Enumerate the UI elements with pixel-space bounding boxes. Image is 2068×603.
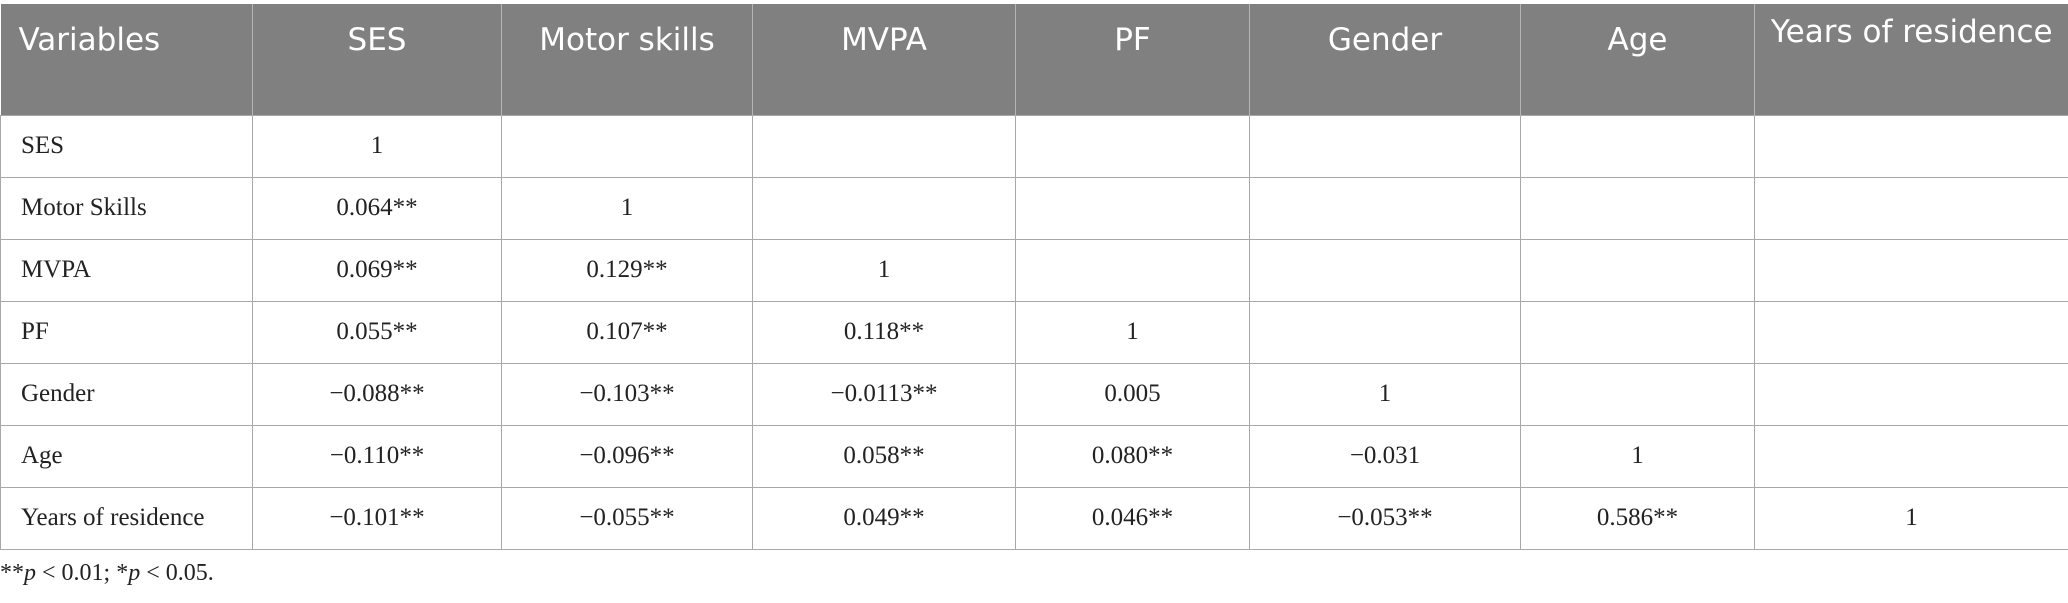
table-cell: 1 xyxy=(1015,300,1250,364)
table-cell: 1 xyxy=(752,238,1016,302)
table-row: Years of residence −0.101** −0.055** 0.0… xyxy=(0,486,2068,550)
table-cell: 0.129** xyxy=(501,238,753,302)
table-row: MVPA 0.069** 0.129** 1 xyxy=(0,238,2068,302)
table-cell xyxy=(752,114,1016,178)
table-cell: −0.088** xyxy=(252,362,502,426)
table-cell xyxy=(1520,362,1755,426)
table-cell: 0.069** xyxy=(252,238,502,302)
table-cell: 0.118** xyxy=(752,300,1016,364)
table-cell: 1 xyxy=(501,176,753,240)
header-age: Age xyxy=(1520,4,1755,115)
table-cell xyxy=(1754,424,2068,488)
table-row: SES 1 xyxy=(0,114,2068,178)
table-cell: 0.055** xyxy=(252,300,502,364)
row-label: MVPA xyxy=(0,238,253,302)
table-cell: 1 xyxy=(252,114,502,178)
table-cell: 0.005 xyxy=(1015,362,1250,426)
table-cell: 0.049** xyxy=(752,486,1016,550)
table-cell xyxy=(1754,362,2068,426)
table-cell: 0.586** xyxy=(1520,486,1755,550)
table-cell: 0.058** xyxy=(752,424,1016,488)
table-cell: −0.0113** xyxy=(752,362,1016,426)
header-variables: Variables xyxy=(0,4,253,115)
footnote-single-star: * xyxy=(116,560,129,586)
header-row: Variables SES Motor skills MVPA PF Gende… xyxy=(0,4,2068,115)
table-cell xyxy=(1754,176,2068,240)
table-footnote: **p < 0.01; *p < 0.05. xyxy=(0,560,214,587)
correlation-table: Variables SES Motor skills MVPA PF Gende… xyxy=(0,4,2068,550)
footnote-threshold-2: < 0.05. xyxy=(140,560,214,586)
table-cell: 1 xyxy=(1520,424,1755,488)
table-cell xyxy=(1249,238,1521,302)
row-label: Motor Skills xyxy=(0,176,253,240)
table-cell xyxy=(1754,238,2068,302)
row-label: PF xyxy=(0,300,253,364)
table-cell: 0.046** xyxy=(1015,486,1250,550)
table-cell xyxy=(1249,114,1521,178)
header-ses: SES xyxy=(252,4,502,115)
table-cell: −0.031 xyxy=(1249,424,1521,488)
table-cell xyxy=(1520,238,1755,302)
table-cell xyxy=(1520,114,1755,178)
footnote-p-symbol: p xyxy=(128,560,141,586)
table-cell: −0.110** xyxy=(252,424,502,488)
footnote-threshold-1: < 0.01; xyxy=(36,560,117,586)
table-row: Gender −0.088** −0.103** −0.0113** 0.005… xyxy=(0,362,2068,426)
table-cell xyxy=(1015,114,1250,178)
table-cell: −0.103** xyxy=(501,362,753,426)
table-cell xyxy=(1015,238,1250,302)
row-label: Years of residence xyxy=(0,486,253,550)
row-label: Age xyxy=(0,424,253,488)
row-label: SES xyxy=(0,114,253,178)
table-cell: −0.053** xyxy=(1249,486,1521,550)
table-cell: 0.107** xyxy=(501,300,753,364)
header-motor-skills: Motor skills xyxy=(501,4,753,115)
table-cell: 0.080** xyxy=(1015,424,1250,488)
table-cell: −0.055** xyxy=(501,486,753,550)
header-gender: Gender xyxy=(1249,4,1521,115)
table-cell: 1 xyxy=(1249,362,1521,426)
header-years-of-residence: Years of residence xyxy=(1754,4,2068,115)
header-mvpa: MVPA xyxy=(752,4,1016,115)
table-cell xyxy=(1754,114,2068,178)
table-cell: −0.101** xyxy=(252,486,502,550)
table-cell: 0.064** xyxy=(252,176,502,240)
header-pf: PF xyxy=(1015,4,1250,115)
footnote-p-symbol: p xyxy=(24,560,36,586)
table-cell: 1 xyxy=(1754,486,2068,550)
table-cell xyxy=(752,176,1016,240)
footnote-double-star: ** xyxy=(0,560,24,586)
table-row: PF 0.055** 0.107** 0.118** 1 xyxy=(0,300,2068,364)
table-cell xyxy=(1520,176,1755,240)
table-cell: −0.096** xyxy=(501,424,753,488)
table-cell xyxy=(1520,300,1755,364)
correlation-table-container: Variables SES Motor skills MVPA PF Gende… xyxy=(0,4,2068,550)
table-cell xyxy=(1249,300,1521,364)
table-row: Motor Skills 0.064** 1 xyxy=(0,176,2068,240)
table-cell xyxy=(1249,176,1521,240)
table-cell xyxy=(501,114,753,178)
table-cell xyxy=(1754,300,2068,364)
table-row: Age −0.110** −0.096** 0.058** 0.080** −0… xyxy=(0,424,2068,488)
table-cell xyxy=(1015,176,1250,240)
row-label: Gender xyxy=(0,362,253,426)
